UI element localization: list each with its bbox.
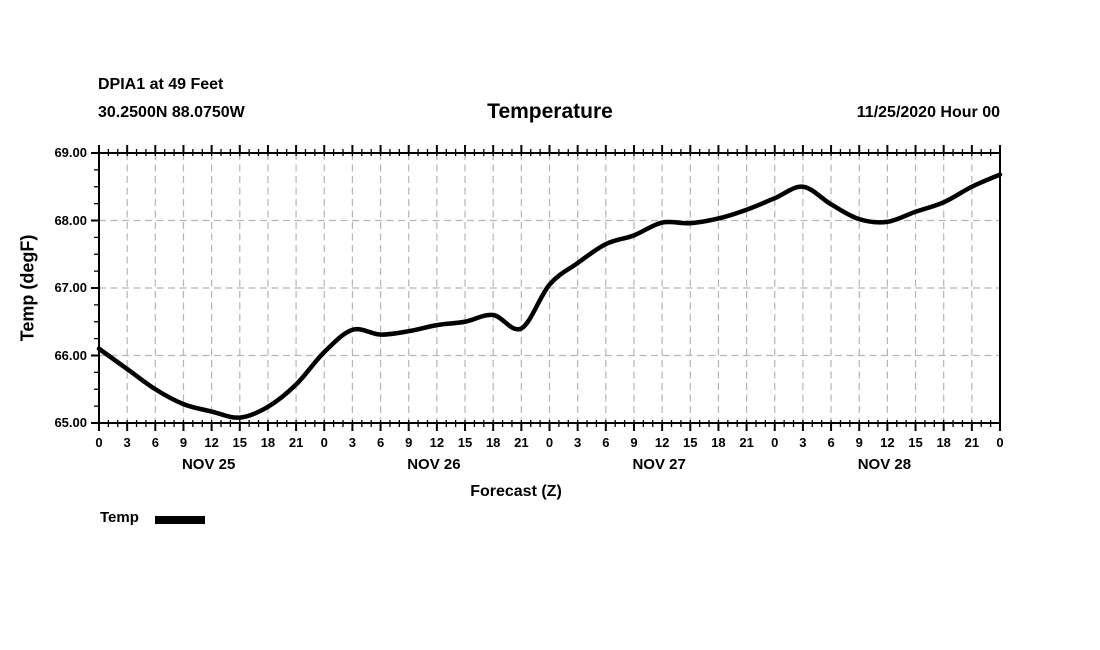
x-tick-label: 0 [320,435,328,450]
y-tick-label: 68.00 [54,212,87,228]
y-tick-label: 67.00 [54,280,87,295]
legend-label: Temp [100,509,139,526]
page-title: Temperature [487,100,613,123]
temp-line [96,172,1003,420]
x-tick-label: 21 [739,435,754,450]
x-tick-label: 0 [95,435,103,450]
day-label: NOV 25 [181,456,236,473]
x-tick-label: 12 [880,435,895,450]
x-tick-label: 3 [123,435,131,450]
forecast-run-datetime: 11/25/2020 Hour 00 [856,104,1000,121]
x-tick-label: 12 [429,435,445,450]
day-label: NOV 26 [407,456,461,473]
x-tick-label: 21 [514,435,529,450]
x-tick-label: 15 [683,435,698,450]
x-tick-label: 6 [151,435,159,450]
x-tick-label: 15 [908,435,923,450]
x-tick-label: 6 [602,435,610,450]
x-tick-label: 3 [574,435,582,450]
x-tick-label: 9 [630,435,638,450]
x-tick-label: 9 [405,435,413,450]
y-tick-label: 69.00 [54,145,87,160]
day-label: NOV 27 [632,456,686,473]
x-tick-label: 21 [288,435,304,450]
x-tick-label: 3 [799,435,807,450]
station-coordinates: 30.2500N 88.0750W [98,104,245,121]
x-tick-label: 12 [204,435,219,450]
x-axis-title: Forecast (Z) [470,483,562,500]
x-tick-label: 0 [545,435,554,450]
station-name: DPIA1 at 49 Feet [98,76,224,93]
x-tick-label: 0 [996,435,1004,450]
y-tick-label: 66.00 [54,347,87,363]
x-tick-label: 15 [232,435,248,450]
x-tick-label: 18 [260,435,276,450]
x-tick-label: 18 [936,435,951,450]
x-tick-label: 21 [964,435,980,450]
day-label: NOV 28 [857,456,912,473]
x-tick-label: 18 [485,435,501,450]
legend-line-swatch [155,516,205,524]
x-tick-label: 18 [711,435,726,450]
x-tick-label: 6 [827,435,835,450]
x-tick-label: 0 [771,435,779,450]
y-tick-label: 65.00 [54,415,87,430]
x-tick-label: 6 [376,435,385,450]
x-tick-label: 12 [654,435,670,450]
x-tick-label: 3 [348,435,357,450]
x-tick-label: 9 [179,435,188,450]
x-tick-label: 9 [855,435,863,450]
x-tick-label: 15 [457,435,473,450]
